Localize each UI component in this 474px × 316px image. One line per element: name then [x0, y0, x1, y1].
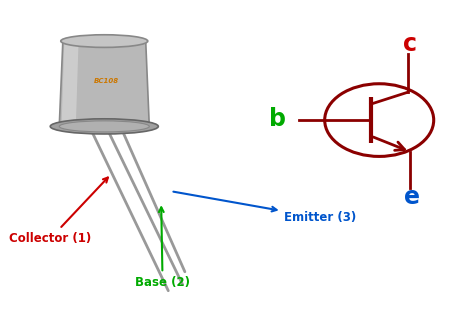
Text: Collector (1): Collector (1)	[9, 178, 108, 245]
Ellipse shape	[50, 119, 158, 134]
Text: b: b	[269, 106, 286, 131]
Ellipse shape	[59, 121, 149, 132]
Text: Base (2): Base (2)	[135, 207, 190, 289]
Text: BC108: BC108	[94, 78, 119, 83]
Text: e: e	[404, 185, 420, 210]
Text: c: c	[403, 32, 417, 56]
Polygon shape	[59, 41, 149, 126]
Polygon shape	[62, 43, 79, 125]
Ellipse shape	[61, 35, 148, 47]
Text: Emitter (3): Emitter (3)	[173, 192, 356, 224]
